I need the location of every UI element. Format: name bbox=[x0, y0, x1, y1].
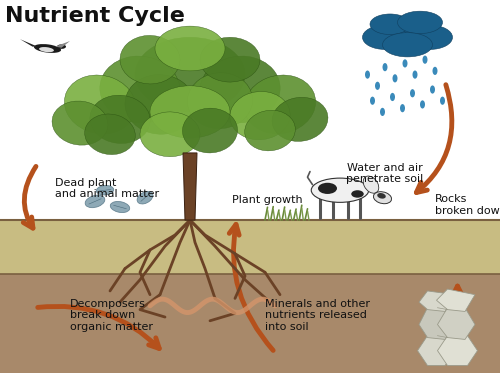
Ellipse shape bbox=[135, 37, 245, 112]
Polygon shape bbox=[436, 289, 475, 311]
Ellipse shape bbox=[390, 93, 395, 101]
Text: Minerals and other
nutrients released
into soil: Minerals and other nutrients released in… bbox=[265, 298, 370, 332]
Ellipse shape bbox=[244, 110, 296, 151]
Ellipse shape bbox=[351, 190, 364, 198]
Ellipse shape bbox=[430, 85, 435, 94]
Ellipse shape bbox=[318, 183, 337, 194]
Text: Dead plant
and animal matter: Dead plant and animal matter bbox=[55, 178, 159, 199]
Ellipse shape bbox=[244, 75, 316, 134]
Ellipse shape bbox=[382, 32, 432, 57]
Ellipse shape bbox=[182, 108, 238, 153]
Ellipse shape bbox=[155, 26, 225, 71]
Ellipse shape bbox=[64, 75, 136, 134]
Text: Water and air
penetrate soil: Water and air penetrate soil bbox=[346, 163, 424, 184]
Polygon shape bbox=[183, 153, 197, 220]
Ellipse shape bbox=[90, 95, 150, 144]
Polygon shape bbox=[20, 39, 38, 47]
Ellipse shape bbox=[374, 192, 392, 204]
Ellipse shape bbox=[125, 75, 195, 134]
Ellipse shape bbox=[432, 67, 438, 75]
Ellipse shape bbox=[200, 56, 280, 123]
Ellipse shape bbox=[272, 97, 328, 141]
Polygon shape bbox=[419, 308, 455, 339]
Polygon shape bbox=[0, 274, 500, 373]
Polygon shape bbox=[419, 291, 455, 311]
Ellipse shape bbox=[39, 47, 54, 52]
Ellipse shape bbox=[402, 59, 407, 68]
Ellipse shape bbox=[400, 104, 405, 112]
Ellipse shape bbox=[420, 100, 425, 109]
Ellipse shape bbox=[57, 44, 66, 49]
Ellipse shape bbox=[110, 201, 130, 213]
Ellipse shape bbox=[200, 37, 260, 82]
Ellipse shape bbox=[398, 11, 442, 34]
Text: Nutrient Cycle: Nutrient Cycle bbox=[5, 6, 185, 26]
Ellipse shape bbox=[412, 70, 418, 79]
Ellipse shape bbox=[34, 44, 61, 53]
Ellipse shape bbox=[382, 63, 388, 71]
Ellipse shape bbox=[422, 56, 428, 64]
Ellipse shape bbox=[408, 25, 453, 50]
Ellipse shape bbox=[120, 35, 180, 84]
Ellipse shape bbox=[85, 195, 105, 208]
Ellipse shape bbox=[363, 176, 379, 193]
Ellipse shape bbox=[370, 14, 410, 35]
Polygon shape bbox=[438, 336, 478, 366]
Ellipse shape bbox=[410, 89, 415, 97]
Ellipse shape bbox=[375, 82, 380, 90]
Polygon shape bbox=[438, 308, 475, 339]
Ellipse shape bbox=[378, 18, 438, 46]
Polygon shape bbox=[0, 220, 500, 274]
Text: Decomposers
break down
organic matter: Decomposers break down organic matter bbox=[70, 298, 153, 332]
Ellipse shape bbox=[362, 25, 408, 50]
Polygon shape bbox=[418, 336, 458, 366]
Ellipse shape bbox=[370, 97, 375, 105]
Polygon shape bbox=[55, 41, 70, 48]
Ellipse shape bbox=[140, 112, 200, 157]
Ellipse shape bbox=[137, 191, 153, 204]
Text: Plant growth: Plant growth bbox=[232, 195, 303, 204]
Ellipse shape bbox=[440, 97, 445, 105]
Ellipse shape bbox=[377, 193, 386, 199]
Ellipse shape bbox=[52, 101, 108, 145]
Ellipse shape bbox=[96, 185, 114, 195]
Ellipse shape bbox=[392, 74, 398, 82]
Ellipse shape bbox=[188, 73, 252, 129]
Ellipse shape bbox=[380, 108, 385, 116]
Ellipse shape bbox=[365, 70, 370, 79]
Ellipse shape bbox=[100, 56, 180, 123]
Ellipse shape bbox=[84, 114, 136, 154]
Ellipse shape bbox=[311, 178, 369, 202]
Ellipse shape bbox=[150, 86, 230, 138]
Text: Rocks
broken down: Rocks broken down bbox=[435, 194, 500, 216]
Ellipse shape bbox=[230, 91, 290, 140]
